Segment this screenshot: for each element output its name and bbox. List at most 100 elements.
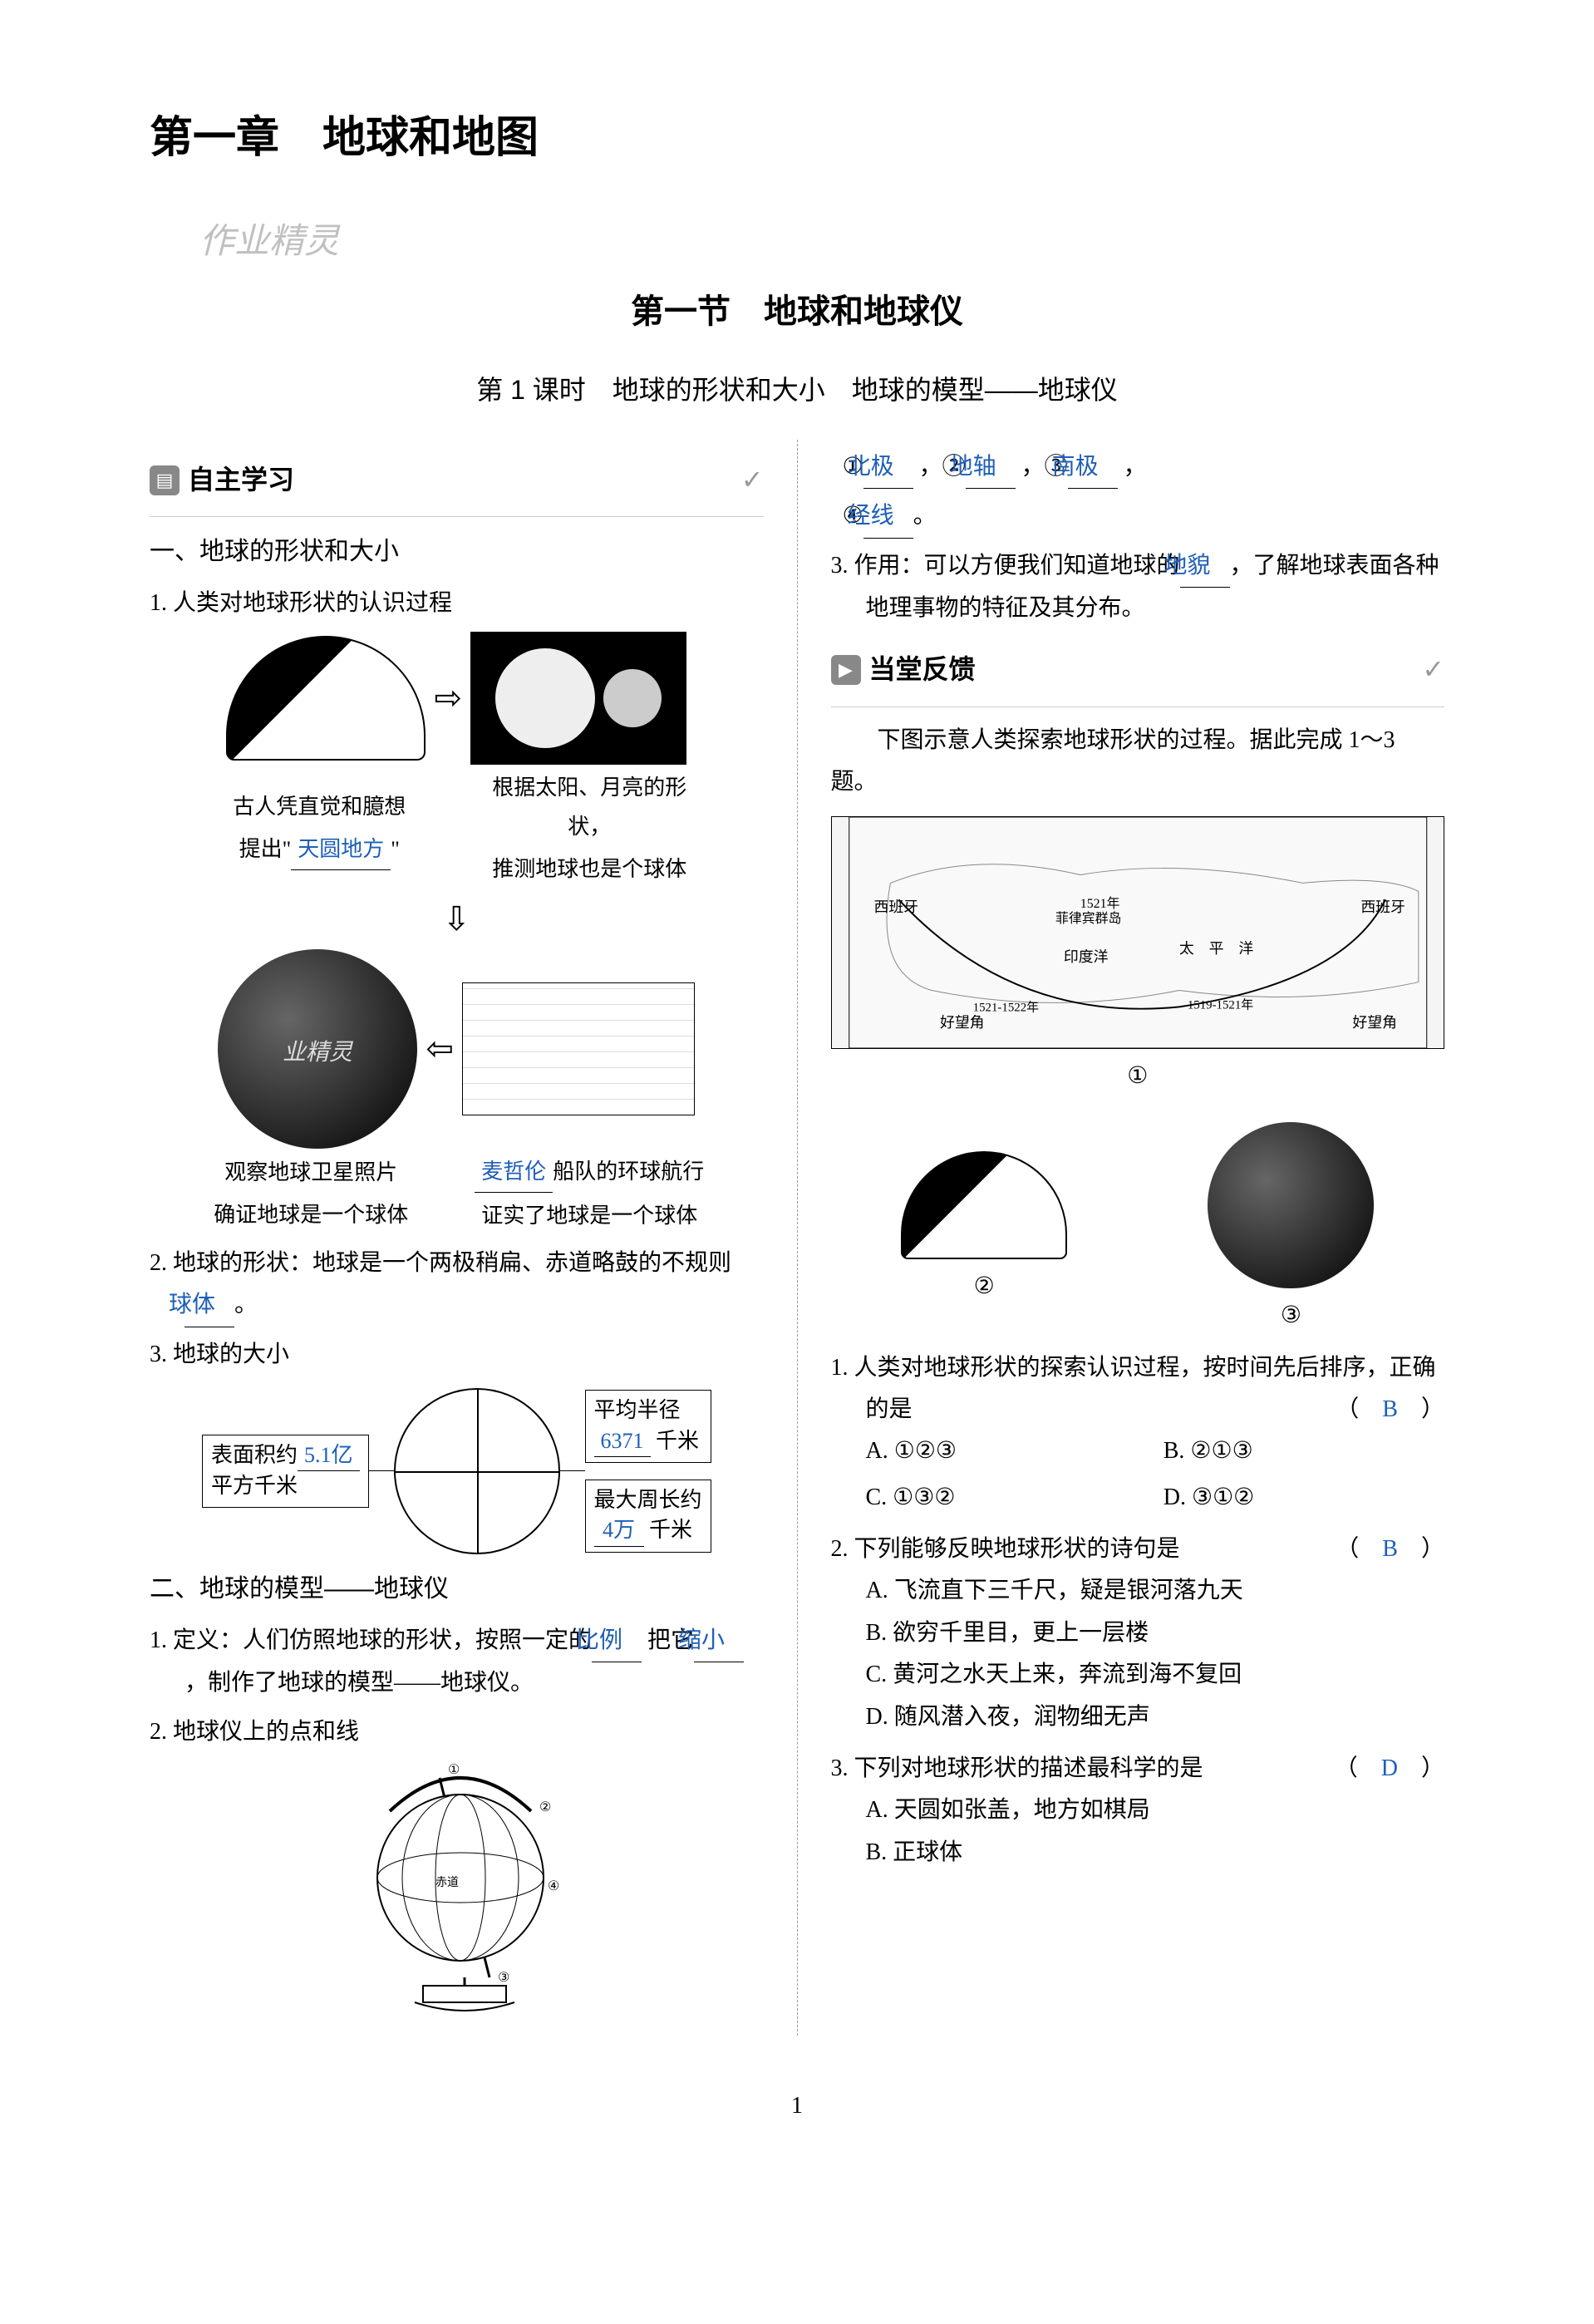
globe-labels-1: ①北极 ，②地轴 ，③南极 ，	[831, 446, 1445, 489]
svg-text:1519-1521年: 1519-1521年	[1187, 997, 1252, 1012]
blank-tianyuan: 天圆地方	[291, 830, 391, 870]
svg-text:好望角: 好望角	[1352, 1014, 1397, 1031]
q1-opt-d: D. ③①②	[1164, 1477, 1444, 1519]
chapter-title: 第一章 地球和地图	[150, 100, 1444, 178]
watermark-inline: 业精灵	[283, 1032, 352, 1074]
globe-labels-2: ④经线。	[831, 495, 1445, 538]
svg-text:④: ④	[548, 1879, 559, 1893]
blank-meridian: 经线	[863, 495, 913, 538]
size-circ-box: 最大周长约 4万 千米	[585, 1480, 711, 1553]
blank-terrain: 地貌	[1180, 545, 1230, 588]
left-column: ▤ 自主学习 ✓ 一、地球的形状和大小 1. 人类对地球形状的认识过程 ⇨ 古人…	[150, 440, 764, 2036]
svg-text:好望角: 好望角	[939, 1014, 984, 1031]
dome-figure-2	[901, 1151, 1067, 1259]
moon-figure	[470, 632, 686, 765]
question-intro: 下图示意人类探索地球形状的过程。据此完成 1～3 题。	[831, 720, 1445, 804]
q3-options: A. 天圆如张盖，地方如棋局 B. 正球体	[866, 1790, 1445, 1873]
blank-sphere: 球体	[184, 1284, 234, 1327]
right-column: ①北极 ，②地轴 ，③南极 ， ④经线。 3. 作用：可以方便我们知道地球的地貌…	[831, 440, 1445, 2036]
svg-text:1521年: 1521年	[1080, 896, 1119, 911]
caption-1a: 古人凭直觉和臆想	[211, 788, 427, 827]
book-icon: ▤	[150, 465, 180, 495]
caption-row-1: 古人凭直觉和臆想 提出"天圆地方" 根据太阳、月亮的形状， 推测地球也是个球体	[150, 765, 764, 889]
voyage-map-figure	[462, 982, 695, 1115]
item-2: 2. 地球的形状：地球是一个两极稍扁、赤道略鼓的不规则球体。	[150, 1243, 764, 1327]
section-title: 第一节 地球和地球仪	[150, 282, 1444, 342]
blank-north-pole: 北极	[863, 446, 913, 489]
fig-label-2: ②	[901, 1266, 1067, 1307]
question-2: 2. 下列能够反映地球形状的诗句是 （ B ） A. 飞流直下三千尺，疑是银河落…	[831, 1529, 1445, 1738]
q2-opt-b: B. 欲穷千里目，更上一层楼	[866, 1613, 1445, 1654]
caption-2b: 推测地球也是个球体	[477, 850, 701, 889]
blank-axis: 地轴	[966, 446, 1016, 489]
q2-answer: B	[1382, 1536, 1398, 1562]
heading-shape-size: 一、地球的形状和大小	[150, 529, 764, 574]
play-icon: ▶	[831, 655, 861, 685]
lesson-title: 第 1 课时 地球的形状和大小 地球的模型——地球仪	[150, 367, 1444, 415]
q2-opt-d: D. 随风潜入夜，润物细无声	[866, 1696, 1445, 1738]
svg-text:西班牙: 西班牙	[873, 899, 918, 915]
blank-shrink: 缩小	[694, 1620, 744, 1662]
q3-opt-a: A. 天圆如张盖，地方如棋局	[866, 1790, 1445, 1831]
question-1: 1. 人类对地球形状的探索认识过程，按时间先后排序，正确的是 （ B ） A. …	[831, 1347, 1445, 1519]
feedback-header: ▶ 当堂反馈 ✓	[831, 646, 1445, 694]
study-header: ▤ 自主学习 ✓	[150, 456, 764, 505]
caption-4a: 麦哲伦船队的环球航行	[469, 1153, 710, 1193]
svg-text:太 平 洋: 太 平 洋	[1178, 940, 1252, 957]
earth-photo-2	[1208, 1122, 1374, 1288]
q2-opt-a: A. 飞流直下三千尺，疑是银河落九天	[866, 1570, 1445, 1612]
arrow-down-icon: ⇩	[442, 900, 470, 938]
figure-row-2: 业精灵 ⇦	[150, 949, 764, 1149]
fig-label-3: ③	[1208, 1295, 1374, 1337]
world-map-figure: 西班牙 1521年 菲律宾群岛 印度洋 太 平 洋 好望角 1521-1522年…	[831, 816, 1445, 1049]
size-area-box: 表面积约5.1亿 平方千米	[202, 1435, 369, 1508]
question-3: 3. 下列对地球形状的描述最科学的是 （ D ） A. 天圆如张盖，地方如棋局 …	[831, 1748, 1445, 1873]
size-radius-box: 平均半径 6371 千米	[585, 1390, 711, 1463]
q2-opt-c: C. 黄河之水天上来，奔流到海不复回	[866, 1654, 1445, 1696]
svg-text:③: ③	[498, 1971, 509, 1985]
globe-model-figure: ① ② ④ ③ 赤道	[340, 1761, 573, 2027]
check-icon-2: ✓	[1422, 646, 1444, 694]
column-divider	[797, 440, 798, 2036]
svg-text:印度洋: 印度洋	[1063, 948, 1108, 964]
watermark: 作业精灵	[199, 211, 339, 274]
divider-line	[150, 516, 764, 517]
caption-2a: 根据太阳、月亮的形状，	[477, 769, 701, 847]
blank-magellan: 麦哲伦	[475, 1153, 553, 1193]
check-icon: ✓	[741, 456, 764, 505]
caption-1b: 提出"天圆地方"	[211, 830, 427, 870]
svg-text:②: ②	[539, 1800, 551, 1814]
blank-scale: 比例	[592, 1620, 642, 1662]
page-number: 1	[150, 2085, 1444, 2127]
item-1: 1. 人类对地球形状的认识过程	[150, 583, 764, 624]
fig-label-1: ①	[831, 1056, 1445, 1097]
caption-row-2: 观察地球卫星照片 确证地球是一个球体 麦哲伦船队的环球航行 证实了地球是一个球体	[150, 1149, 764, 1236]
svg-text:西班牙: 西班牙	[1360, 899, 1405, 915]
blank-south-pole: 南极	[1068, 446, 1118, 489]
q1-opt-c: C. ①③②	[866, 1477, 1147, 1519]
caption-3b: 确证地球是一个球体	[203, 1196, 419, 1235]
q1-answer: B	[1382, 1396, 1398, 1422]
item-usage: 3. 作用：可以方便我们知道地球的地貌，了解地球表面各种地理事物的特征及其分布。	[831, 545, 1445, 630]
q3-opt-b: B. 正球体	[866, 1832, 1445, 1873]
q3-answer: D	[1381, 1755, 1398, 1781]
size-diagram: 表面积约5.1亿 平方千米 平均半径 6371 千米 最大周长约 4万 千米	[150, 1388, 764, 1554]
q2-options: A. 飞流直下三千尺，疑是银河落九天 B. 欲穷千里目，更上一层楼 C. 黄河之…	[866, 1570, 1445, 1738]
q1-opt-b: B. ②①③	[1164, 1430, 1444, 1472]
item-4: 1. 定义：人们仿照地球的形状，按照一定的比例 把它缩小，制作了地球的模型——地…	[150, 1620, 764, 1705]
svg-text:①: ①	[448, 1763, 460, 1777]
figure-row-right: ② ③	[831, 1122, 1445, 1337]
study-label: 自主学习	[188, 456, 294, 505]
figure-row-1: ⇨	[150, 632, 764, 765]
feedback-label: 当堂反馈	[869, 646, 976, 694]
item-5: 2. 地球仪上的点和线	[150, 1711, 764, 1753]
item-3: 3. 地球的大小	[150, 1334, 764, 1376]
dome-figure	[226, 636, 426, 761]
q1-opt-a: A. ①②③	[866, 1430, 1147, 1472]
svg-text:菲律宾群岛: 菲律宾群岛	[1055, 911, 1120, 926]
q1-options: A. ①②③ B. ②①③ C. ①③② D. ③①②	[866, 1430, 1445, 1519]
caption-4b: 证实了地球是一个球体	[469, 1197, 710, 1236]
heading-globe-model: 二、地球的模型——地球仪	[150, 1567, 764, 1612]
svg-text:赤道: 赤道	[435, 1876, 459, 1889]
arrow-right-icon: ⇨	[434, 668, 462, 728]
